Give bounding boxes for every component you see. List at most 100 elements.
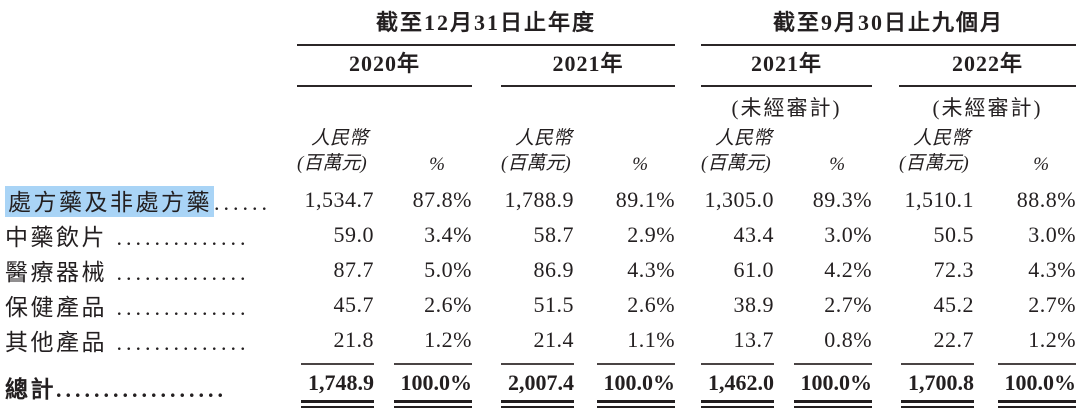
empty-cell xyxy=(5,86,297,122)
millions-unit-label: (百萬元) xyxy=(297,153,367,174)
percent-cell: 2.6% xyxy=(424,291,472,317)
percent-cell: 4.3% xyxy=(1028,256,1077,282)
amount-cell: 1,534.7 xyxy=(304,186,374,212)
percent-cell: 3.0% xyxy=(824,221,873,247)
year-header-2022-9m: 2022年 xyxy=(899,45,1077,87)
table-row-medical-devices: 醫療器械 .............. 87.7 5.0% 86.9 4.3% … xyxy=(5,252,1076,287)
amount-cell: 45.2 xyxy=(933,291,975,317)
year-header-2021: 2021年 xyxy=(501,45,676,87)
table-row-health-products: 保健產品 .............. 45.7 2.6% 51.5 2.6% … xyxy=(5,287,1076,322)
note-cell xyxy=(501,86,675,122)
column-gap xyxy=(472,86,501,122)
amount-cell: 58.7 xyxy=(533,221,574,247)
percent-cell: 2.7% xyxy=(1028,291,1077,317)
amount-cell: 50.5 xyxy=(933,221,975,247)
percent-cell: 4.2% xyxy=(824,256,873,282)
total-amount-cell: 1,748.9 xyxy=(297,357,374,417)
column-gap xyxy=(675,45,701,86)
total-amount-cell: 1,700.8 xyxy=(899,357,975,417)
percent-cell: 2.9% xyxy=(627,221,676,247)
total-percent-cell: 100.0% xyxy=(374,357,472,417)
amount-cell: 22.7 xyxy=(933,326,975,352)
percent-header: % xyxy=(1033,154,1050,175)
table-row-prescription-otc: 處方藥及非處方藥...... 1,534.7 87.8% 1,788.9 89.… xyxy=(5,182,1076,217)
column-gap xyxy=(872,122,899,182)
percent-cell: 1.2% xyxy=(424,326,472,352)
row-label: 處方藥及非處方藥...... xyxy=(5,182,297,217)
row-label: 中藥飲片 .............. xyxy=(5,224,250,250)
dot-leader: .............. xyxy=(107,294,250,320)
dot-leader: .............. xyxy=(107,224,250,250)
amount-cell: 13.7 xyxy=(733,326,775,352)
rmb-label: 人民幣 xyxy=(913,128,971,149)
amount-cell: 51.5 xyxy=(533,291,574,317)
percent-cell: 89.3% xyxy=(812,186,873,212)
table-row-other-products: 其他產品 .............. 21.8 1.2% 21.4 1.1% … xyxy=(5,322,1076,357)
column-gap xyxy=(675,86,701,122)
unaudited-note: (未經審計) xyxy=(932,96,1043,120)
percent-header: % xyxy=(829,154,846,175)
rmb-label: 人民幣 xyxy=(715,128,773,149)
column-gap xyxy=(675,122,701,182)
empty-cell xyxy=(5,2,297,45)
rmb-millions-header: 人民幣 (百萬元) xyxy=(501,122,574,182)
empty-cell xyxy=(5,122,297,182)
rmb-millions-header: 人民幣 (百萬元) xyxy=(899,122,974,182)
row-label: 醫療器械 .............. xyxy=(5,259,250,285)
dot-leader: .............. xyxy=(107,329,250,355)
rmb-millions-header: 人民幣 (百萬元) xyxy=(297,122,374,182)
column-gap xyxy=(472,45,501,86)
selected-text-highlight[interactable]: 處方藥及非處方藥 xyxy=(5,185,214,217)
total-percent-cell: 100.0% xyxy=(974,357,1077,417)
percent-cell: 88.8% xyxy=(1016,186,1077,212)
amount-cell: 1,788.9 xyxy=(504,186,574,212)
subheader-row: 人民幣 (百萬元) % 人民幣 (百萬元) % 人民幣 (百萬元) % 人民幣 … xyxy=(5,122,1076,182)
year-header-2020: 2020年 xyxy=(297,45,472,87)
column-gap xyxy=(472,122,501,182)
total-amount-cell: 1,462.0 xyxy=(701,357,775,417)
rmb-label: 人民幣 xyxy=(311,128,369,149)
total-label: 總計.................. xyxy=(5,377,227,402)
millions-unit-label: (百萬元) xyxy=(899,153,969,174)
amount-cell: 43.4 xyxy=(733,221,775,247)
column-gap xyxy=(872,45,899,86)
amount-cell: 87.7 xyxy=(333,256,374,282)
year-header-row: 2020年 2021年 2021年 2022年 xyxy=(5,45,1077,87)
table-row-total: 總計.................. 1,748.9 100.0% 2,00… xyxy=(5,357,1077,417)
revenue-breakdown-table: 截至12月31日止年度 截至9月30日止九個月 2020年 2021年 2021… xyxy=(5,2,1077,417)
unaudited-note-row: (未經審計) (未經審計) xyxy=(5,86,1076,122)
millions-unit-label: (百萬元) xyxy=(501,153,571,174)
row-label: 保健產品 .............. xyxy=(5,294,250,320)
total-amount-cell: 2,007.4 xyxy=(501,357,574,417)
amount-cell: 72.3 xyxy=(933,256,975,282)
millions-unit-label: (百萬元) xyxy=(701,153,771,174)
percent-cell: 87.8% xyxy=(412,186,472,212)
rmb-label: 人民幣 xyxy=(515,128,573,149)
empty-cell xyxy=(5,45,297,86)
amount-cell: 1,510.1 xyxy=(904,186,975,212)
amount-cell: 21.8 xyxy=(333,326,374,352)
period-group-year-ended: 截至12月31日止年度 xyxy=(297,2,676,46)
amount-cell: 59.0 xyxy=(333,221,374,247)
percent-cell: 2.7% xyxy=(824,291,873,317)
percent-cell: 3.4% xyxy=(424,221,472,247)
amount-cell: 45.7 xyxy=(333,291,374,317)
percent-cell: 3.0% xyxy=(1028,221,1077,247)
year-header-2021-9m: 2021年 xyxy=(701,45,873,87)
percent-cell: 5.0% xyxy=(424,256,472,282)
amount-cell: 1,305.0 xyxy=(704,186,775,212)
period-group-nine-months: 截至9月30日止九個月 xyxy=(701,2,1077,46)
amount-cell: 21.4 xyxy=(533,326,574,352)
amount-cell: 61.0 xyxy=(733,256,775,282)
column-gap xyxy=(872,86,899,122)
percent-header: % xyxy=(632,154,649,175)
table-row-tcm-pieces: 中藥飲片 .............. 59.0 3.4% 58.7 2.9% … xyxy=(5,217,1076,252)
note-cell xyxy=(297,86,472,122)
percent-cell: 1.2% xyxy=(1028,326,1077,352)
period-group-header-row: 截至12月31日止年度 截至9月30日止九個月 xyxy=(5,2,1077,46)
percent-header: % xyxy=(429,154,445,175)
financial-table-page: { "colors": { "text": "#231f20", "rule_l… xyxy=(0,2,1080,410)
amount-cell: 38.9 xyxy=(733,291,775,317)
row-label: 其他產品 .............. xyxy=(5,329,250,355)
unaudited-note: (未經審計) xyxy=(731,96,842,120)
